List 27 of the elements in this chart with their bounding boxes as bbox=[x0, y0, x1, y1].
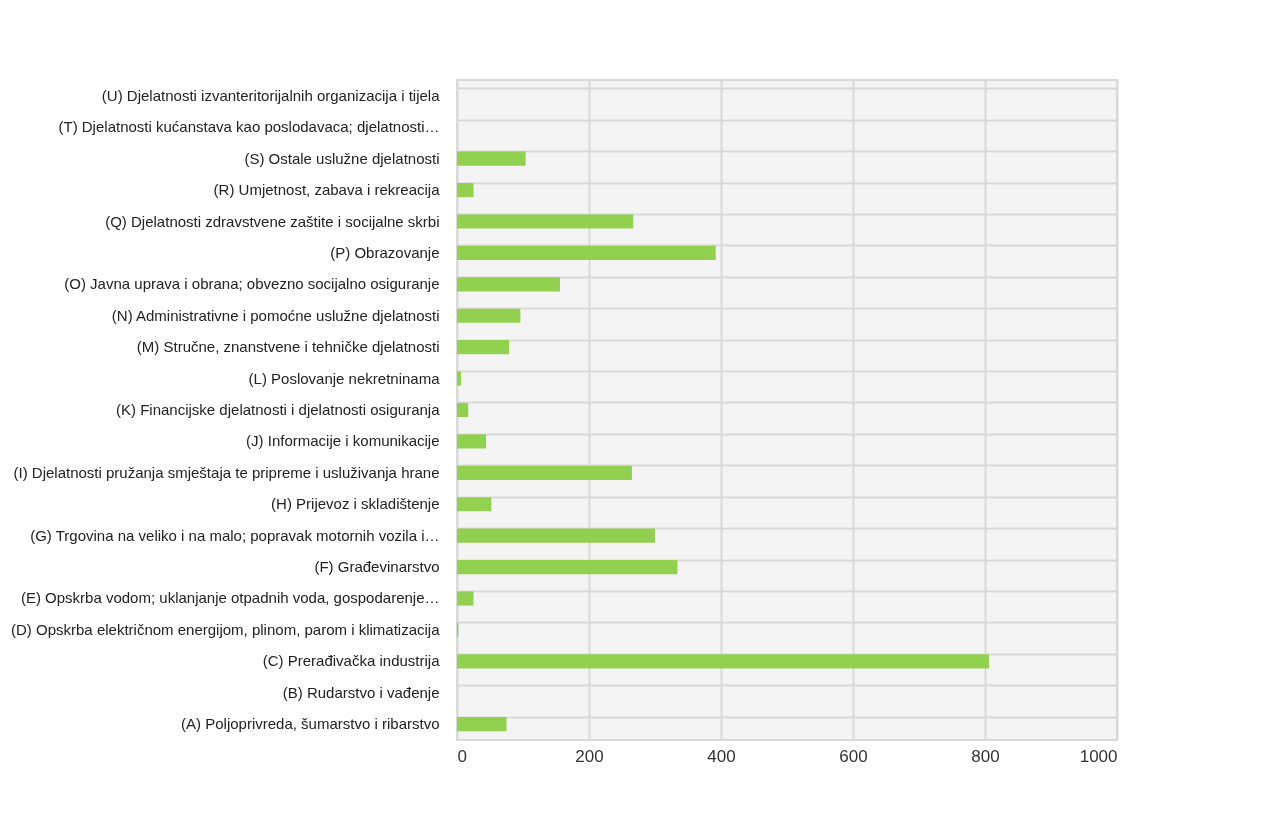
y-tick-label: (F) Građevinarstvo bbox=[314, 558, 440, 576]
y-tick-label: (D) Opskrba električnom energijom, plinom, parom i klimatizacija bbox=[11, 620, 441, 638]
x-tick-label: 0 bbox=[457, 746, 467, 766]
y-tick-label: (S) Ostale uslužne djelatnosti bbox=[244, 149, 440, 167]
y-tick-label: (E) Opskrba vodom; uklanjanje otpadnih voda, gospodarenje… bbox=[20, 589, 440, 607]
x-tick-label: 400 bbox=[707, 746, 736, 766]
y-tick-label: (L) Poslovanje nekretninama bbox=[248, 369, 441, 387]
x-tick-label: 600 bbox=[839, 746, 868, 766]
y-tick-label: (P) Obrazovanje bbox=[330, 243, 440, 261]
y-tick-label: (N) Administrativne i pomoćne uslužne djelatnosti bbox=[111, 306, 440, 324]
y-tick-label: (H) Prijevoz i skladištenje bbox=[271, 495, 440, 513]
y-tick-label: (J) Informacije i komunikacije bbox=[246, 432, 440, 450]
y-tick-label: (G) Trgovina na veliko i na malo; popravak motornih vozila i… bbox=[30, 526, 440, 544]
y-tick-label: (Q) Djelatnosti zdravstvene zaštite i socijalne skrbi bbox=[105, 212, 440, 230]
y-tick-label: (K) Financijske djelatnosti i djelatnosti osiguranja bbox=[116, 401, 441, 418]
y-tick-label: (M) Stručne, znanstvene i tehničke djelatnosti bbox=[136, 338, 440, 356]
y-tick-label: (C) Prerađivačka industrija bbox=[262, 652, 441, 670]
y-tick-label: (B) Rudarstvo i vađenje bbox=[282, 683, 440, 701]
y-tick-label: (T) Djelatnosti kućanstava kao poslodavaca; djelatnosti… bbox=[58, 118, 440, 136]
x-tick-label: 800 bbox=[971, 746, 1000, 766]
y-tick-label: (I) Djelatnosti pružanja smještaja te pripreme i usluživanja hrane bbox=[13, 463, 440, 481]
x-tick-label: 200 bbox=[575, 746, 604, 766]
y-tick-label: (A) Poljoprivreda, šumarstvo i ribarstvo bbox=[181, 715, 440, 733]
y-tick-label: (R) Umjetnost, zabava i rekreacija bbox=[213, 181, 441, 199]
y-tick-label: (O) Javna uprava i obrana; obvezno socijalno osiguranje bbox=[64, 275, 440, 293]
x-tick-label: 1000 bbox=[1079, 746, 1118, 766]
y-tick-label: (U) Djelatnosti izvanteritorijalnih organizacija i tijela bbox=[101, 86, 441, 104]
